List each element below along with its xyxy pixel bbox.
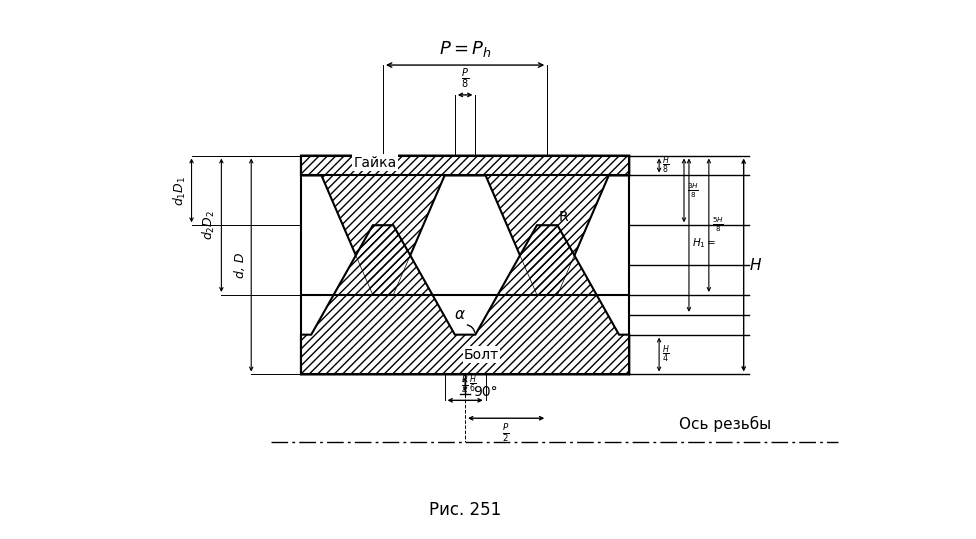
Text: $d_2D_2$: $d_2D_2$ xyxy=(201,210,218,240)
Text: $\frac{P}{2}$: $\frac{P}{2}$ xyxy=(503,422,509,444)
Text: $\frac{H}{4}$: $\frac{H}{4}$ xyxy=(662,344,670,365)
Text: $P = P_h$: $P = P_h$ xyxy=(438,39,492,59)
Polygon shape xyxy=(301,225,630,375)
Text: Ось резьбы: Ось резьбы xyxy=(679,416,771,432)
Text: R: R xyxy=(559,210,568,224)
Text: Рис. 251: Рис. 251 xyxy=(429,501,502,519)
Polygon shape xyxy=(301,156,630,295)
Text: $\frac{H}{8}$: $\frac{H}{8}$ xyxy=(662,155,670,176)
Text: $H_1{=}$: $H_1{=}$ xyxy=(692,236,716,250)
Text: $\frac{P}{8}$: $\frac{P}{8}$ xyxy=(461,67,469,91)
Text: $\frac{P}{4}$: $\frac{P}{4}$ xyxy=(462,375,468,396)
Text: $\frac{3H}{8}$: $\frac{3H}{8}$ xyxy=(687,181,699,199)
Text: $d_1D_1$: $d_1D_1$ xyxy=(172,175,187,205)
Text: 90°: 90° xyxy=(473,385,498,399)
Text: Болт: Болт xyxy=(464,348,499,362)
Text: $\alpha$: $\alpha$ xyxy=(454,307,467,322)
Text: $H$: $H$ xyxy=(749,257,761,273)
Text: d, D: d, D xyxy=(234,252,247,278)
Text: $\frac{H}{6}$: $\frac{H}{6}$ xyxy=(469,374,477,395)
Text: $\frac{5H}{8}$: $\frac{5H}{8}$ xyxy=(712,216,723,234)
Text: Гайка: Гайка xyxy=(353,156,396,170)
